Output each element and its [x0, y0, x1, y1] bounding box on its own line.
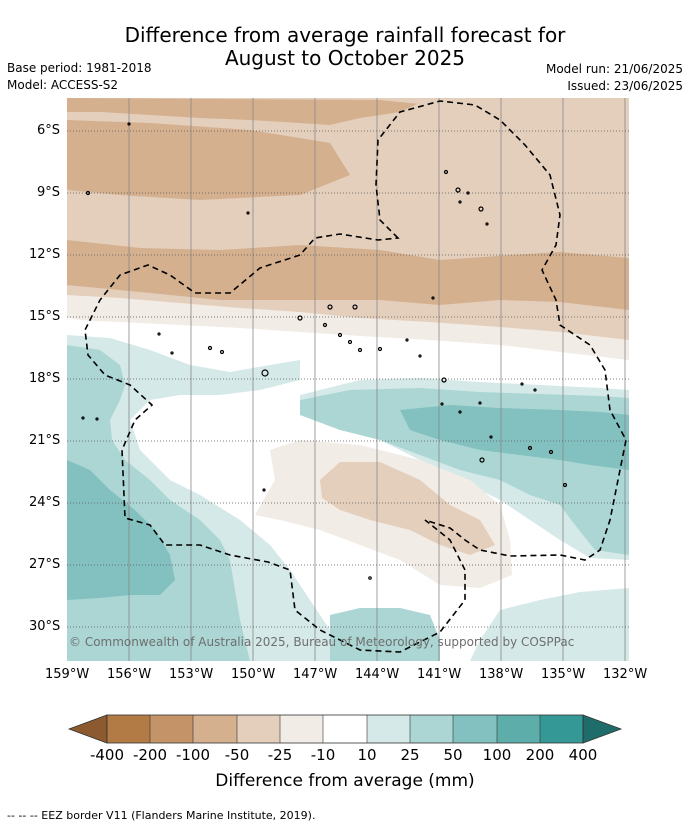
- colorbar-extend-low: [67, 714, 108, 744]
- band-minus100-top: [67, 120, 350, 200]
- lon-label: 153°W: [169, 667, 214, 682]
- band-minus100-north: [67, 98, 430, 125]
- lat-label: 9°S: [37, 185, 61, 200]
- meta-left: Base period: 1981-2018 Model: ACCESS-S2: [7, 60, 152, 94]
- band-plus50-east: [400, 405, 629, 470]
- model-name: Model: ACCESS-S2: [7, 78, 119, 92]
- lat-label: 6°S: [37, 123, 61, 138]
- lon-label: 132°W: [603, 667, 648, 682]
- lon-label: 141°W: [417, 667, 462, 682]
- longitude-grid: [128, 98, 626, 661]
- colorbar-bin: [497, 715, 540, 743]
- latitude-grid: [67, 130, 629, 628]
- band-plus10-southeast: [470, 588, 629, 661]
- lon-label: 156°W: [107, 667, 152, 682]
- lat-label: 24°S: [29, 495, 61, 510]
- lat-label: 21°S: [29, 433, 61, 448]
- colorbar-bin: [280, 715, 323, 743]
- colorbar-tick: 50: [443, 746, 463, 764]
- colorbar-bin: [193, 715, 237, 743]
- lat-label: 15°S: [29, 309, 61, 324]
- lon-label: 159°W: [45, 667, 90, 682]
- colorbar-extend-high: [582, 714, 623, 744]
- base-period: Base period: 1981-2018: [7, 61, 152, 75]
- island-outlines: [81, 122, 568, 580]
- lat-label: 18°S: [29, 371, 61, 386]
- colorbar-bin: [150, 715, 193, 743]
- lon-label: 147°W: [293, 667, 338, 682]
- lon-label: 138°W: [479, 667, 524, 682]
- copyright-credit: © Commonwealth of Australia 2025, Bureau…: [69, 635, 575, 649]
- lon-label: 144°W: [355, 667, 400, 682]
- colorbar-tick: 200: [525, 746, 555, 764]
- map-fill: [67, 98, 629, 661]
- colorbar-tick: 25: [400, 746, 420, 764]
- map-title: Difference from average rainfall forecas…: [0, 24, 690, 70]
- band-plus10-bottom: [330, 608, 440, 661]
- colorbar-tick: 400: [568, 746, 598, 764]
- colorbar-tick: 10: [357, 746, 377, 764]
- eez-footnote: -- -- -- EEZ border V11 (Flanders Marine…: [7, 809, 316, 822]
- colorbar-bin: [453, 715, 497, 743]
- colorbar-bin: [410, 715, 453, 743]
- lat-label: 30°S: [29, 619, 61, 634]
- colorbar-bin: [107, 715, 150, 743]
- colorbar-tick: -200: [132, 746, 168, 764]
- meta-right: Model run: 21/06/2025 Issued: 23/06/2025: [546, 61, 683, 95]
- colorbar: [67, 714, 623, 744]
- colorbar-tick: -25: [267, 746, 293, 764]
- colorbar-tick: -50: [224, 746, 250, 764]
- band-minus50-upper: [67, 98, 629, 130]
- colorbar-bin: [540, 715, 583, 743]
- colorbar-bin: [323, 715, 367, 743]
- colorbar-label: Difference from average (mm): [215, 771, 475, 791]
- band-neutral-strip: [67, 318, 629, 385]
- colorbar-tick: -10: [310, 746, 336, 764]
- band-minus50-south: [320, 462, 495, 555]
- lat-label: 27°S: [29, 557, 61, 572]
- issued-date: Issued: 23/06/2025: [567, 79, 683, 93]
- colorbar-bin: [367, 715, 410, 743]
- colorbar-bin: [237, 715, 280, 743]
- colorbar-tick: 100: [482, 746, 512, 764]
- title-line-1: Difference from average rainfall forecas…: [124, 23, 566, 47]
- colorbar-tick: -400: [89, 746, 125, 764]
- eez-border-line: [84, 100, 627, 653]
- colorbar-tick: -100: [175, 746, 211, 764]
- lat-label: 12°S: [29, 247, 61, 262]
- title-line-2: August to October 2025: [224, 46, 466, 70]
- model-run: Model run: 21/06/2025: [545, 62, 683, 76]
- lon-label: 135°W: [541, 667, 586, 682]
- lon-label: 150°W: [231, 667, 276, 682]
